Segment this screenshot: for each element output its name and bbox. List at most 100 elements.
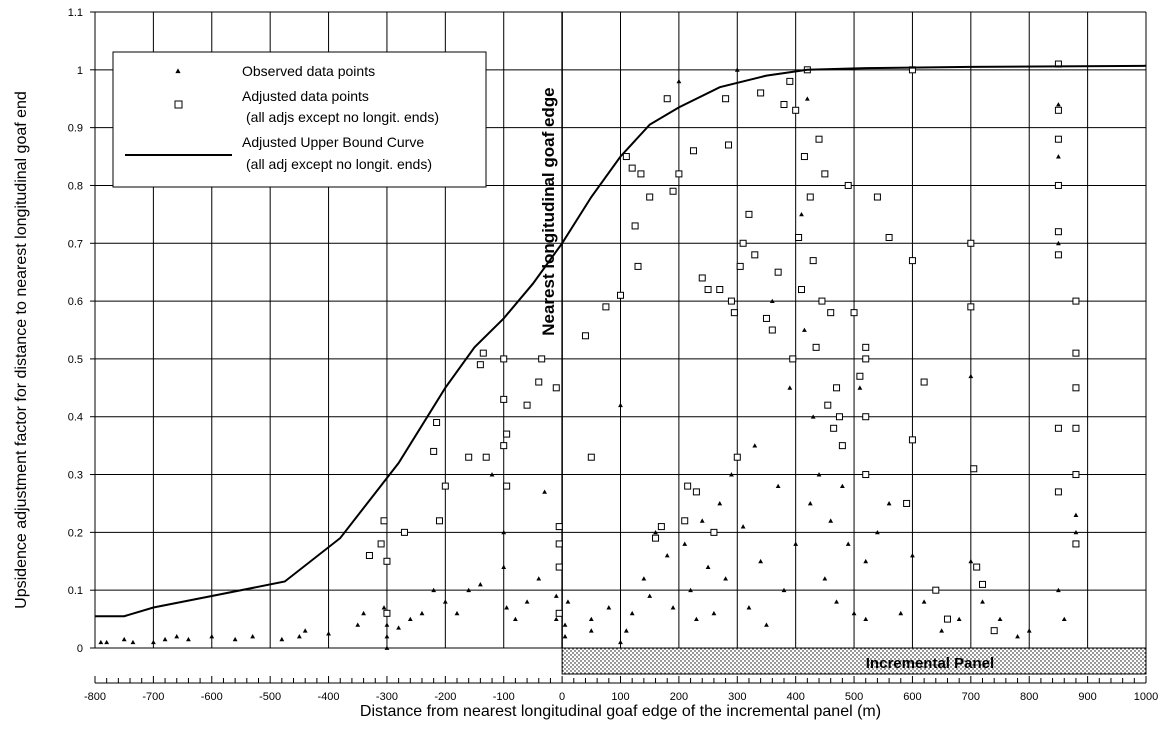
- observed-point: [1073, 512, 1079, 517]
- legend-curve-sublabel: (all adj except no longit. ends): [246, 156, 432, 172]
- observed-point: [186, 636, 191, 642]
- observed-point: [664, 553, 670, 558]
- adjusted-point: [479, 349, 487, 357]
- observed-point: [787, 385, 793, 390]
- adjusted-point: [908, 436, 916, 444]
- adjusted-point: [795, 233, 803, 241]
- observed-point: [1015, 634, 1020, 639]
- observed-point: [857, 385, 863, 390]
- adjusted-point: [555, 563, 563, 571]
- incremental-panel: [561, 647, 1147, 675]
- adjusted-point: [1054, 488, 1062, 496]
- observed-point: [279, 636, 285, 642]
- x-tick-label: 100: [611, 691, 629, 703]
- adjusted-point: [943, 615, 951, 623]
- observed-point: [1056, 154, 1061, 159]
- legend-square: [174, 100, 183, 109]
- observed-point: [939, 628, 945, 633]
- legend-triangle-marker: [175, 68, 181, 74]
- observed-point: [886, 501, 892, 506]
- observed-point: [121, 636, 127, 642]
- observed-point: [513, 616, 518, 622]
- x-tick-label: 300: [728, 691, 746, 703]
- adjusted-point: [1054, 228, 1062, 236]
- observed-point: [442, 599, 448, 604]
- observed-point: [542, 489, 547, 494]
- legend-adjusted-sublabel: (all adjs except no longit. ends): [246, 109, 439, 125]
- incremental-panel-label: Incremental Panel: [866, 655, 994, 672]
- x-tick-label: 200: [670, 691, 688, 703]
- observed-point: [699, 518, 705, 523]
- observed-point: [746, 605, 752, 610]
- x-tick-label: 1000: [1134, 691, 1158, 703]
- adjusted-point: [441, 482, 449, 490]
- adjusted-point: [552, 384, 560, 392]
- adjusted-point: [730, 309, 738, 317]
- observed-point: [688, 587, 693, 593]
- observed-point: [326, 631, 331, 636]
- legend-box: [112, 51, 487, 188]
- observed-point: [407, 616, 413, 622]
- observed-point: [150, 639, 156, 645]
- observed-point: [910, 553, 915, 558]
- adjusted-point: [768, 326, 776, 334]
- observed-point: [694, 616, 699, 622]
- observed-point: [174, 634, 180, 639]
- adjusted-point: [628, 164, 636, 172]
- adjusted-point: [850, 309, 858, 317]
- observed-point: [302, 628, 308, 633]
- adjusted-point: [435, 517, 443, 525]
- adjusted-point: [990, 627, 998, 635]
- x-tick-label: -100: [493, 691, 515, 703]
- x-tick-label: 500: [845, 691, 863, 703]
- adjusted-point: [675, 170, 683, 178]
- adjusted-point: [815, 135, 823, 143]
- x-tick-label: -800: [84, 691, 106, 703]
- adjusted-point: [657, 523, 665, 531]
- observed-point: [802, 327, 807, 332]
- adjusted-point: [903, 499, 911, 507]
- observed-point: [588, 616, 594, 622]
- observed-point: [804, 96, 810, 101]
- adjusted-point: [862, 471, 870, 479]
- observed-point: [629, 610, 635, 616]
- observed-point: [740, 524, 746, 529]
- observed-point: [764, 622, 769, 627]
- observed-point: [775, 483, 781, 489]
- observed-point: [384, 634, 390, 639]
- observed-point: [752, 443, 758, 448]
- adjusted-point: [698, 274, 706, 282]
- x-tick-label: 800: [1020, 691, 1038, 703]
- adjusted-point: [751, 251, 759, 259]
- x-tick-label: 600: [903, 691, 921, 703]
- observed-point: [921, 599, 927, 604]
- adjusted-point: [1054, 424, 1062, 432]
- incremental-panel-rect: [561, 647, 1147, 675]
- adjusted-point: [1054, 251, 1062, 259]
- adjusted-point: [920, 378, 928, 386]
- observed-point: [834, 599, 839, 604]
- observed-point: [705, 564, 711, 569]
- observed-point: [162, 636, 168, 642]
- x-tick-label: 900: [1078, 691, 1096, 703]
- observed-point: [98, 639, 104, 645]
- adjusted-point: [681, 517, 689, 525]
- observed-point: [562, 622, 568, 627]
- observed-point: [536, 576, 542, 581]
- observed-point: [361, 610, 366, 616]
- y-tick-label: 0.1: [68, 585, 83, 597]
- observed-point: [769, 298, 775, 304]
- observed-point: [209, 634, 215, 639]
- observed-point: [553, 616, 559, 622]
- x-tick-label: 0: [559, 691, 565, 703]
- adjusted-point: [689, 147, 697, 155]
- adjusted-point: [383, 609, 391, 617]
- adjusted-point: [433, 419, 441, 427]
- observed-point: [653, 529, 658, 535]
- adjusted-point: [824, 401, 832, 409]
- adjusted-point: [555, 609, 563, 617]
- adjusted-point: [827, 309, 835, 317]
- observed-point: [381, 605, 387, 610]
- adjusted-point: [476, 361, 484, 369]
